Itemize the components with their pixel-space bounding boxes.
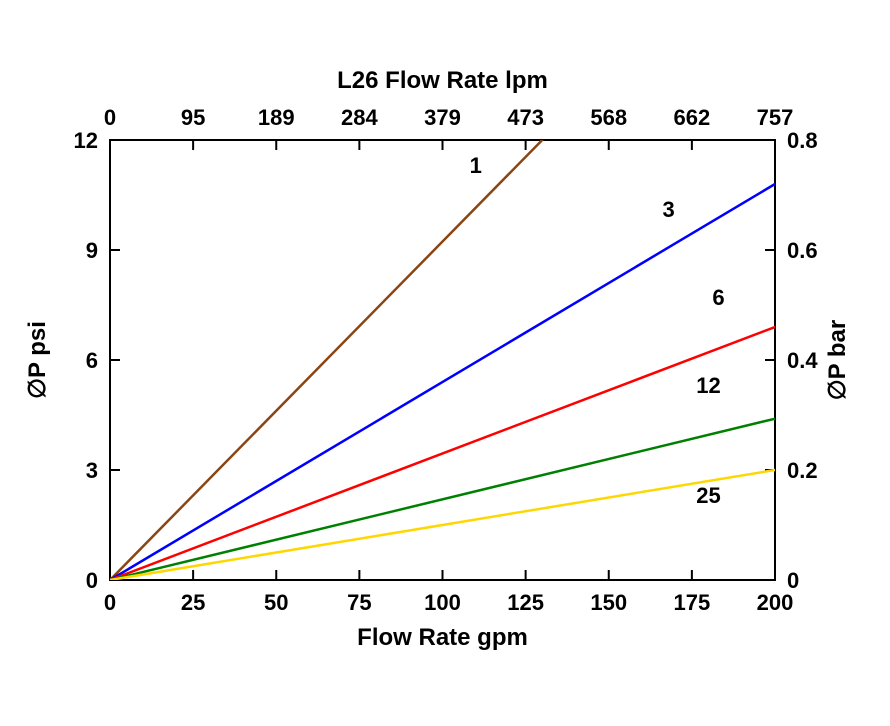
series-label-6: 6: [712, 285, 724, 310]
x-bottom-tick-label: 25: [181, 590, 205, 615]
y-right-axis-label: ∅P bar: [824, 320, 851, 401]
y-right-tick-label: 0.6: [787, 238, 818, 263]
x-top-tick-label: 662: [674, 105, 711, 130]
x-bottom-tick-label: 175: [674, 590, 711, 615]
x-top-tick-label: 379: [424, 105, 461, 130]
y-right-tick-label: 0.2: [787, 458, 818, 483]
y-left-tick-label: 6: [86, 348, 98, 373]
series-label-12: 12: [696, 373, 720, 398]
y-left-tick-label: 9: [86, 238, 98, 263]
chart-title: L26 Flow Rate lpm: [337, 67, 548, 94]
x-top-tick-label: 95: [181, 105, 205, 130]
series-label-25: 25: [696, 483, 720, 508]
x-top-tick-label: 284: [341, 105, 378, 130]
x-bottom-tick-label: 200: [757, 590, 794, 615]
y-left-tick-label: 0: [86, 568, 98, 593]
y-right-tick-label: 0: [787, 568, 799, 593]
series-label-1: 1: [470, 153, 482, 178]
x-top-tick-label: 568: [590, 105, 627, 130]
x-bottom-tick-label: 150: [590, 590, 627, 615]
x-top-tick-label: 757: [757, 105, 794, 130]
x-bottom-tick-label: 75: [347, 590, 371, 615]
chart-svg: 0255075100125150175200Flow Rate gpm09518…: [0, 0, 890, 726]
y-left-axis-label: ∅P psi: [24, 321, 51, 399]
y-right-tick-label: 0.8: [787, 128, 818, 153]
x-bottom-axis-label: Flow Rate gpm: [357, 624, 528, 651]
y-right-tick-label: 0.4: [787, 348, 818, 373]
x-top-tick-label: 473: [507, 105, 544, 130]
x-top-tick-label: 0: [104, 105, 116, 130]
chart-container: 0255075100125150175200Flow Rate gpm09518…: [0, 0, 890, 726]
x-bottom-tick-label: 100: [424, 590, 461, 615]
x-top-tick-label: 189: [258, 105, 295, 130]
x-bottom-tick-label: 50: [264, 590, 288, 615]
x-bottom-tick-label: 0: [104, 590, 116, 615]
series-label-3: 3: [662, 197, 674, 222]
y-left-tick-label: 12: [74, 128, 98, 153]
y-left-tick-label: 3: [86, 458, 98, 483]
x-bottom-tick-label: 125: [507, 590, 544, 615]
